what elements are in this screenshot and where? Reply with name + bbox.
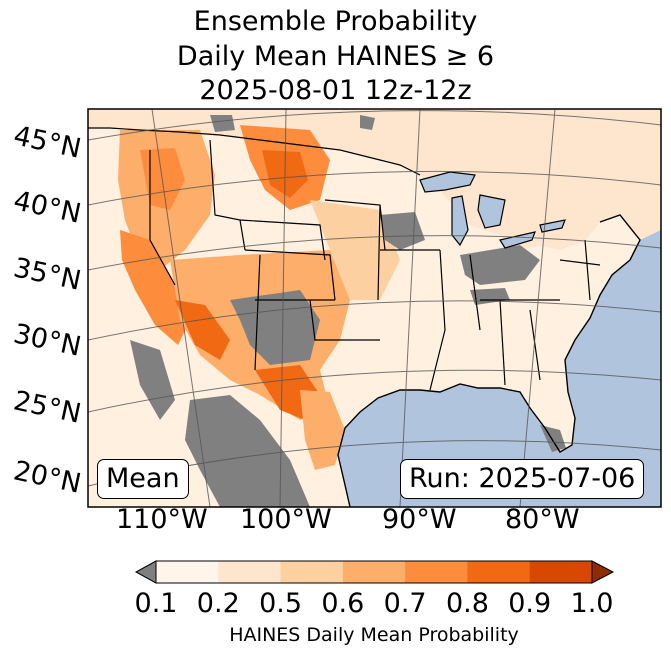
land-north — [88, 109, 661, 250]
missing-mexico — [185, 395, 310, 507]
missing-north-1 — [210, 115, 235, 132]
run-label: Run: 2025-07-06 — [400, 459, 645, 499]
colorbar-over-arrow — [591, 560, 615, 584]
missing-florida — [540, 425, 566, 452]
colorbar-tick-label: 0.6 — [321, 588, 365, 619]
lake-ontario — [539, 219, 566, 233]
missing-baja — [130, 340, 175, 420]
lake-michigan — [451, 195, 469, 247]
lon-label-80: 80°W — [505, 504, 580, 535]
colorbar-tick-label: 0.2 — [196, 588, 240, 619]
colorbar-segment — [467, 561, 531, 583]
colorbar-tick-label: 0.7 — [383, 588, 427, 619]
prob-arizona — [175, 300, 230, 360]
map-frame — [87, 108, 662, 508]
title-line-2: Daily Mean HAINES ≥ 6 — [176, 41, 495, 72]
colorbar — [134, 560, 615, 584]
colorbar-tick-label: 0.8 — [445, 588, 489, 619]
colorbar-label: HAINES Daily Mean Probability — [229, 624, 519, 646]
lake-huron — [477, 194, 506, 229]
colorbar-tick-label: 0.9 — [508, 588, 552, 619]
colorbar-segment — [218, 561, 282, 583]
colorbar-segment — [405, 561, 468, 583]
prob-texas-east — [300, 390, 345, 470]
lon-label-90: 90°W — [382, 504, 457, 535]
prob-california — [120, 230, 190, 345]
missing-ohio — [460, 245, 540, 285]
colorbar-tick-label: 0.1 — [134, 588, 178, 619]
colorbar-tick-label: 1.0 — [570, 588, 614, 619]
mean-label: Mean — [97, 459, 189, 499]
state-borders — [88, 127, 601, 391]
colorbar-segment — [529, 561, 593, 583]
colorbar-segment — [280, 561, 344, 583]
lake-erie — [499, 231, 536, 249]
colorbar-under-arrow — [134, 560, 157, 584]
colorbar-tick-label: 0.5 — [259, 588, 303, 619]
title-line-3: 2025-08-01 12z-12z — [199, 75, 472, 106]
colorbar-segment — [156, 561, 219, 583]
lake-superior — [419, 171, 476, 193]
coastline — [337, 214, 641, 507]
lon-label-100: 100°W — [240, 504, 332, 535]
title-line-1: Ensemble Probability — [193, 6, 478, 37]
missing-rockies — [230, 290, 320, 365]
lon-label-110: 110°W — [116, 504, 208, 535]
prob-plains — [310, 200, 400, 300]
missing-north-2 — [360, 115, 375, 130]
colorbar-segment — [342, 561, 406, 583]
